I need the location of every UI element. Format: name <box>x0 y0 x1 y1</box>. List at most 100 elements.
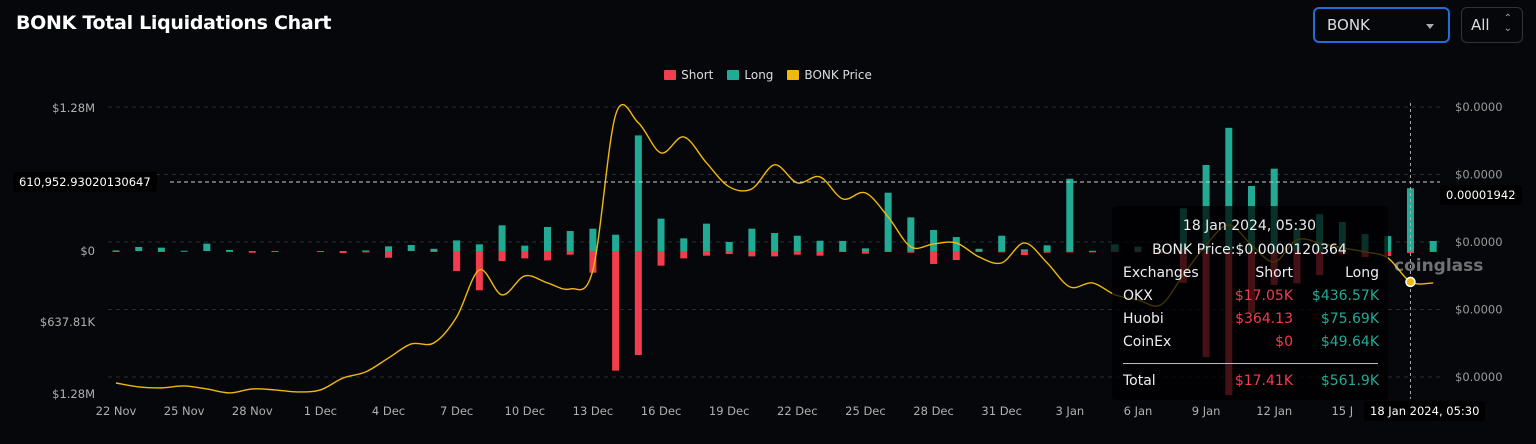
long-bar <box>1429 240 1437 252</box>
short-bar <box>498 251 506 262</box>
coin-select[interactable]: BONK <box>1313 7 1450 43</box>
page-title: BONK Total Liquidations Chart <box>16 12 332 34</box>
x-axis-tick-label: 25 Dec <box>845 404 886 418</box>
short-bar <box>657 251 665 266</box>
x-axis-tick-label: 13 Dec <box>573 404 614 418</box>
x-axis-tick-label: 15 J <box>1331 404 1353 418</box>
long-bar <box>657 218 665 252</box>
legend-label: Long <box>744 68 774 82</box>
tooltip-row: OKX $17.05K $436.57K <box>1123 285 1379 308</box>
chart-legend: Short Long BONK Price <box>0 68 1536 82</box>
tooltip-total: Total $17.41K $561.9K <box>1123 370 1379 393</box>
long-bar <box>180 250 188 252</box>
long-bar <box>226 249 234 252</box>
coin-select-value: BONK <box>1327 16 1370 34</box>
short-bar <box>362 251 370 253</box>
short-bar <box>634 251 642 355</box>
right-axis-tick-label: $0.0000 <box>1455 235 1503 249</box>
long-bar <box>135 246 143 252</box>
left-axis-tick-label: $0 <box>80 244 95 258</box>
header-long: Long <box>1345 265 1379 281</box>
x-axis-tick-label: 1 Dec <box>304 404 337 418</box>
long-bar <box>612 234 620 252</box>
long-bar <box>930 230 938 252</box>
total-short: $17.41K <box>1234 373 1293 389</box>
short-bar <box>725 251 733 255</box>
short-bar <box>998 251 1006 253</box>
x-axis-tick-label: 7 Dec <box>440 404 473 418</box>
long-bar <box>453 240 461 252</box>
long-bar <box>907 217 915 252</box>
total-label: Total <box>1123 373 1156 389</box>
x-axis-tick-label: 25 Nov <box>164 404 205 418</box>
crosshair-right-label: 0.00001942 <box>1440 185 1522 205</box>
exchange: CoinEx <box>1123 334 1172 350</box>
x-axis-tick-label: 28 Dec <box>913 404 954 418</box>
long-bar <box>543 227 551 252</box>
long-value: $75.69K <box>1320 311 1379 327</box>
long-bar <box>566 231 574 252</box>
long-bar <box>702 223 710 252</box>
short-bar <box>793 251 801 255</box>
exchange: Huobi <box>1123 311 1164 327</box>
left-axis-tick-label: $1.28M <box>52 387 95 401</box>
x-axis-tick-label: 10 Dec <box>505 404 546 418</box>
legend-price[interactable]: BONK Price <box>787 68 872 82</box>
x-axis-tick-label: 16 Dec <box>641 404 682 418</box>
long-bar <box>839 240 847 252</box>
long-bar <box>589 228 597 252</box>
x-axis-tick-label: 19 Dec <box>709 404 750 418</box>
crosshair <box>170 103 1440 399</box>
tooltip-date: 18 Jan 2024, 05:30 <box>1182 218 1317 234</box>
hover-point <box>1405 276 1416 288</box>
short-bar <box>884 251 892 253</box>
left-axis-tick-label: $1.28M <box>52 101 95 115</box>
long-bar <box>475 244 483 252</box>
short-bar <box>771 251 779 257</box>
long-bar <box>430 248 438 252</box>
long-bar <box>861 248 869 252</box>
long-bar <box>1043 245 1051 252</box>
short-bar <box>226 251 234 253</box>
short-bar <box>157 251 165 253</box>
long-bar <box>521 245 529 252</box>
tooltip-row: CoinEx $0 $49.64K <box>1123 331 1379 354</box>
x-axis-tick-label: 6 Jan <box>1124 404 1153 418</box>
left-axis-tick-label: $637.81K <box>40 315 96 329</box>
x-axis-tick-label: 3 Jan <box>1055 404 1084 418</box>
short-bar <box>930 251 938 264</box>
legend-long[interactable]: Long <box>727 68 773 82</box>
short-bar <box>316 251 324 253</box>
x-axis-tick-label: 28 Nov <box>232 404 273 418</box>
right-axis-tick-label: $0.0000 <box>1455 168 1503 182</box>
right-axis-tick-label: $0.0000 <box>1455 370 1503 384</box>
short-bar <box>816 251 824 256</box>
range-select-value: All <box>1471 16 1490 34</box>
short-bar <box>112 251 120 253</box>
long-bar <box>1020 249 1028 252</box>
long-bar <box>385 246 393 252</box>
legend-label: BONK Price <box>804 68 872 82</box>
total-long: $561.9K <box>1320 373 1379 389</box>
long-swatch <box>727 70 740 80</box>
x-axis-tick-label: 31 Dec <box>981 404 1022 418</box>
x-axis-tick-label: 4 Dec <box>372 404 405 418</box>
short-bar <box>1429 251 1437 253</box>
long-bar <box>680 238 688 252</box>
long-bar <box>748 228 756 252</box>
long-bar <box>407 244 415 252</box>
right-axis-tick-label: $0.0000 <box>1455 303 1503 317</box>
axes: $0.0000 $0.0000 $0.0000 $0.0000 $0.0000 $1.28… <box>40 100 1503 418</box>
long-bar <box>975 248 983 252</box>
header-exchanges: Exchanges <box>1123 265 1199 281</box>
price-swatch <box>787 70 800 80</box>
short-bar <box>702 251 710 256</box>
short-bar <box>1020 251 1028 256</box>
long-bar <box>498 225 506 252</box>
short-bar <box>248 251 256 253</box>
short-value: $17.05K <box>1234 288 1293 304</box>
range-select[interactable]: All ⌃ ⌄ <box>1461 7 1523 43</box>
short-swatch <box>664 70 677 80</box>
legend-short[interactable]: Short <box>664 68 713 82</box>
long-bar <box>884 192 892 252</box>
